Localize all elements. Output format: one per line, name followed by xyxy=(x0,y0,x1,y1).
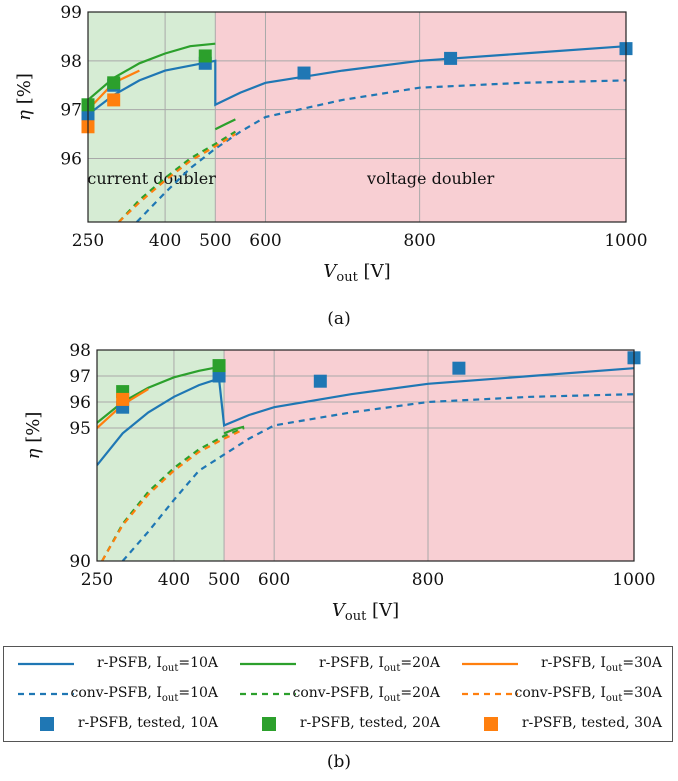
legend-label: conv-PSFB, Iout=30A xyxy=(514,685,662,704)
x-axis-label: Vout [V] xyxy=(323,261,390,285)
x-tick-label: 400 xyxy=(158,570,190,590)
marker-tested-blue xyxy=(313,374,327,388)
chart-panel-a: current doubler voltage doubler 250 400 500 6… xyxy=(14,3,648,285)
y-tick-label: 99 xyxy=(60,3,82,23)
region-label-current-doubler: current doubler xyxy=(87,169,216,188)
marker-tested-orange xyxy=(116,392,130,406)
legend-entry: conv-PSFB, Iout=10A xyxy=(4,679,226,709)
legend-entry: r-PSFB, tested, 10A xyxy=(4,709,226,739)
y-axis-label: η [%] xyxy=(23,412,44,460)
marker-tested-blue xyxy=(452,361,466,375)
figure: current doubler voltage doubler 250 400 500 6… xyxy=(14,3,656,624)
legend-entry: r-PSFB, tested, 30A xyxy=(448,709,670,739)
x-tick-label: 800 xyxy=(412,570,444,590)
marker-tested-blue xyxy=(212,369,226,383)
legend-label: r-PSFB, tested, 10A xyxy=(77,715,218,731)
legend-symbol xyxy=(462,692,518,696)
legend-entry: r-PSFB, Iout=20A xyxy=(226,649,448,679)
series-line-blue-solid-0 xyxy=(88,45,626,116)
x-tick-label: 800 xyxy=(403,231,435,251)
legend-symbol xyxy=(262,717,276,731)
x-tick-label: 250 xyxy=(81,570,113,590)
legend-symbol xyxy=(484,717,498,731)
x-tick-label: 600 xyxy=(258,570,290,590)
series-line-blue-dashed-4 xyxy=(136,79,626,222)
y-tick-label: 98 xyxy=(69,341,91,361)
legend-label: r-PSFB, tested, 30A xyxy=(521,715,662,731)
series-line-orange-dashed-6 xyxy=(118,133,236,222)
x-tick-label: 500 xyxy=(199,231,231,251)
x-tick-label: 1000 xyxy=(612,570,655,590)
legend-symbol xyxy=(240,662,296,666)
y-tick-label: 96 xyxy=(60,150,82,170)
marker-tested-green xyxy=(212,359,226,373)
y-tick-label: 95 xyxy=(69,419,91,439)
region-label-voltage-doubler: voltage doubler xyxy=(366,169,495,188)
y-tick-label: 90 xyxy=(69,552,91,572)
legend-symbol xyxy=(462,662,518,666)
region-current-doubler xyxy=(88,12,216,222)
legend-entry: r-PSFB, Iout=30A xyxy=(448,649,670,679)
y-tick-label: 97 xyxy=(60,101,82,121)
region-voltage-doubler xyxy=(224,350,634,561)
legend-entry: r-PSFB, tested, 20A xyxy=(226,709,448,739)
marker-tested-blue xyxy=(297,66,311,80)
plot-frame xyxy=(96,349,635,562)
x-tick-label: 500 xyxy=(208,570,240,590)
legend: r-PSFB, Iout=10A r-PSFB, Iout=20A r-PSFB, … xyxy=(3,646,673,742)
legend-entry: r-PSFB, Iout=10A xyxy=(4,649,226,679)
series-line-orange-dashed-6 xyxy=(101,428,245,561)
x-tick-label: 600 xyxy=(249,231,281,251)
legend-label: r-PSFB, Iout=30A xyxy=(540,655,662,674)
legend-label: conv-PSFB, Iout=10A xyxy=(70,685,218,704)
legend-symbol xyxy=(18,662,74,666)
series-line-green-solid-2 xyxy=(223,425,245,435)
caption-a: (a) xyxy=(327,309,351,329)
series-line-green-solid-2 xyxy=(214,118,236,131)
legend-label: r-PSFB, Iout=20A xyxy=(318,655,440,674)
x-tick-label: 400 xyxy=(149,231,181,251)
x-tick-label: 1000 xyxy=(604,231,647,251)
legend-symbol xyxy=(240,692,296,696)
x-tick-label: 250 xyxy=(72,231,104,251)
marker-tested-green xyxy=(198,49,212,63)
marker-tested-green xyxy=(107,76,121,90)
y-tick-label: 98 xyxy=(60,52,82,72)
series-line-blue-solid-0 xyxy=(97,367,634,466)
x-axis-label: Vout [V] xyxy=(332,600,399,624)
series-line-green-dashed-5 xyxy=(101,426,245,561)
legend-label: conv-PSFB, Iout=20A xyxy=(292,685,440,704)
region-voltage-doubler xyxy=(215,12,626,222)
legend-entry: conv-PSFB, Iout=30A xyxy=(448,679,670,709)
marker-tested-blue xyxy=(444,51,458,65)
series-line-blue-dashed-4 xyxy=(121,393,634,561)
y-axis-label: η [%] xyxy=(14,73,35,121)
legend-label: r-PSFB, tested, 20A xyxy=(299,715,440,731)
legend-entry: conv-PSFB, Iout=20A xyxy=(226,679,448,709)
y-tick-label: 96 xyxy=(69,393,91,413)
plot-frame xyxy=(87,11,627,223)
y-tick-label: 97 xyxy=(69,367,91,387)
caption-b: (b) xyxy=(326,752,352,772)
series-line-green-dashed-5 xyxy=(117,130,236,222)
legend-label: r-PSFB, Iout=10A xyxy=(96,655,218,674)
chart-panel-b: 250 400 500 600 800 1000 90 95 96 97 98 Vout [V] η [… xyxy=(23,341,656,624)
legend-symbol xyxy=(40,717,54,731)
legend-symbol xyxy=(18,692,74,696)
marker-tested-orange xyxy=(107,93,121,107)
